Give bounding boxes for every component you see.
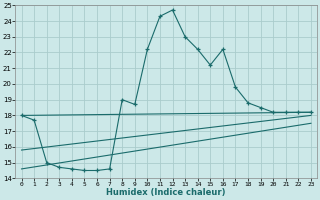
X-axis label: Humidex (Indice chaleur): Humidex (Indice chaleur) <box>107 188 226 197</box>
